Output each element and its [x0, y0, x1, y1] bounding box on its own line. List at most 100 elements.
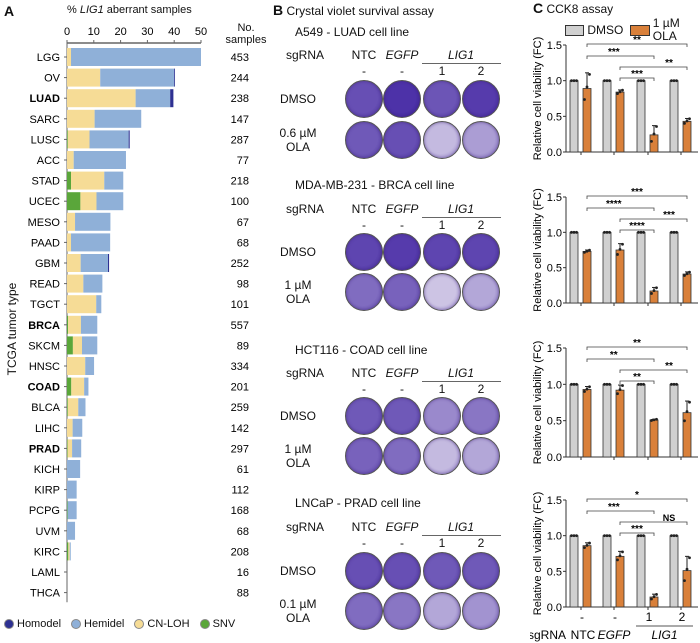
column-sublabel: -: [362, 218, 366, 232]
bar-segment-cn-loh: [67, 398, 79, 417]
culture-plate: [462, 437, 500, 475]
dmso-bar: [569, 383, 579, 458]
row-label: DMSO: [270, 564, 326, 578]
category-label: OV: [44, 73, 61, 85]
column-label: EGFP: [385, 202, 419, 216]
bar-segment-cn-loh: [67, 212, 76, 231]
data-point: [685, 272, 689, 276]
data-point: [670, 230, 673, 234]
data-point: [655, 417, 658, 421]
bar-segment-cn-loh: [67, 109, 95, 128]
data-point: [588, 385, 591, 389]
bar-segment-hemidel: [80, 315, 98, 334]
data-point: [605, 230, 609, 234]
significance-bracket: [586, 207, 655, 211]
legend-label: Hemidel: [84, 618, 125, 630]
data-point: [672, 79, 676, 83]
significance-label: ****: [629, 221, 645, 232]
bar-segment-hemidel: [73, 151, 126, 169]
count-header-line2: samples: [225, 34, 267, 46]
data-point: [637, 534, 640, 538]
legend-item: Homodel: [4, 618, 61, 630]
data-point: [639, 230, 643, 234]
data-point: [685, 567, 689, 571]
culture-plate: [345, 233, 383, 271]
column-label: EGFP: [385, 48, 419, 62]
y-tick-label: 0.0: [547, 298, 562, 310]
data-point: [605, 534, 609, 538]
culture-plate: [423, 121, 461, 159]
legend-dot-icon: [71, 619, 82, 629]
ola-bar: [682, 570, 692, 608]
category-label: SARC: [29, 114, 60, 126]
data-point: [570, 534, 573, 538]
row-label-line1: 0.6 µM: [279, 126, 317, 140]
category-label: MESO: [28, 217, 61, 229]
sample-count: 238: [231, 93, 249, 105]
culture-plate: [423, 592, 461, 630]
category-label: THCA: [30, 588, 61, 600]
data-point: [642, 382, 645, 386]
data-point: [672, 534, 676, 538]
category-label: PRAD: [29, 443, 60, 455]
data-point: [588, 72, 591, 76]
category-label: ACC: [37, 155, 60, 167]
bar-segment-cn-loh: [67, 439, 73, 458]
dmso-bar: [602, 80, 612, 153]
panel-b-title: Crystal violet survival assay: [286, 4, 434, 18]
column-sublabel: 2: [477, 382, 485, 396]
panel-b-header: B Crystal violet survival assay: [273, 2, 434, 19]
column-sublabel: 2: [477, 536, 485, 550]
count-header: No. samples: [222, 22, 270, 46]
bar-segment-hemidel: [89, 130, 129, 149]
row-label-line2: OLA: [285, 456, 310, 470]
data-point: [605, 79, 609, 83]
culture-plate: [383, 397, 421, 435]
x-sublabel: -: [613, 610, 617, 624]
sample-count: 259: [231, 402, 249, 414]
row-label: 0.6 µM OLA: [270, 126, 326, 154]
tumor-type-bar-chart: 0 10 20 30 40 50 LGG 453 OV 244 LUAD 238 SARC 147 LUSC…: [28, 26, 249, 603]
data-point: [639, 382, 643, 386]
panel-c-title: CCK8 assay: [546, 2, 614, 16]
row-label: DMSO: [270, 245, 326, 259]
row-label: DMSO: [270, 92, 326, 106]
data-point: [618, 554, 622, 558]
data-point: [675, 230, 678, 234]
sgrna-label: sgRNA: [530, 628, 566, 642]
xlabel-prefix: %: [67, 4, 80, 16]
category-label: TGCT: [30, 299, 60, 311]
significance-label: **: [665, 58, 673, 69]
x-tick-label: 10: [88, 26, 100, 38]
data-point: [675, 382, 678, 386]
bar-segment-snv: [67, 171, 72, 190]
column-sublabel: -: [400, 218, 404, 232]
x-tick-label: 50: [195, 26, 207, 38]
significance-label: **: [633, 338, 641, 349]
sample-count: 68: [237, 237, 249, 249]
significance-bracket: [586, 346, 688, 350]
data-point: [608, 230, 611, 234]
data-point: [621, 242, 624, 246]
data-point: [572, 230, 576, 234]
culture-plate: [345, 437, 383, 475]
category-label: KIRC: [34, 546, 60, 558]
data-point: [603, 230, 606, 234]
bar-segment-hemidel: [78, 398, 86, 417]
bar-segment-cn-loh: [67, 48, 72, 66]
bar-segment-hemidel: [96, 295, 102, 314]
count-header-line1: No.: [237, 22, 255, 34]
row-label: 0.1 µM OLA: [270, 597, 326, 625]
category-label: GBM: [35, 258, 60, 270]
y-axis-title: Relative cell viability (FC): [532, 341, 544, 464]
panel-a-letter: A: [4, 3, 15, 19]
data-point: [588, 541, 591, 545]
significance-label: *: [635, 490, 639, 501]
bar-segment-hemidel: [69, 542, 71, 561]
data-point: [650, 419, 653, 422]
category-label: LAML: [31, 567, 60, 579]
data-point: [621, 384, 624, 387]
bar-segment-cn-loh: [67, 295, 97, 314]
bar-segment-hemidel: [82, 336, 98, 355]
data-point: [575, 79, 578, 83]
